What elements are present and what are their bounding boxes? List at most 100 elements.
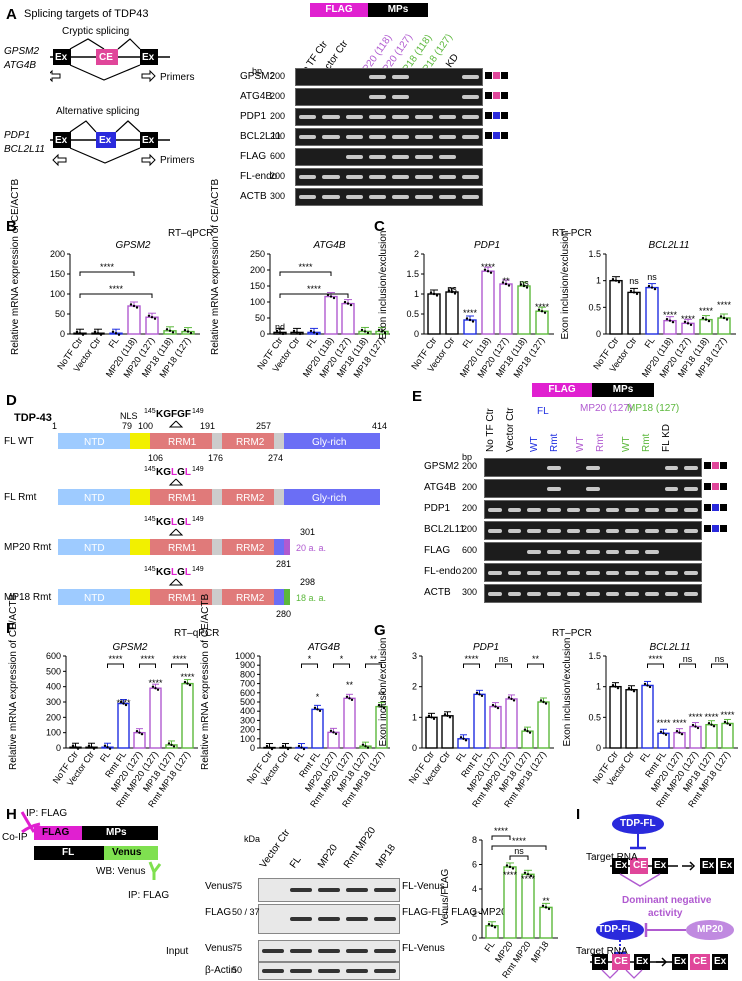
data-point <box>135 729 139 733</box>
domain-text: 414 <box>372 421 387 431</box>
data-point <box>611 683 615 687</box>
exon-structure-icon <box>704 462 727 469</box>
data-point <box>382 706 386 710</box>
bar <box>343 697 356 749</box>
data-point <box>528 731 532 734</box>
e-mps-box: MPs <box>592 383 654 397</box>
data-point <box>429 291 433 294</box>
gel-band <box>368 75 386 79</box>
domain-text: 1 <box>52 421 57 431</box>
domain-block <box>284 489 380 505</box>
data-point <box>704 318 708 321</box>
data-point <box>614 685 617 688</box>
data-point <box>318 709 322 713</box>
data-point <box>302 747 306 751</box>
significance: ** <box>542 896 550 906</box>
y-tick-label: 1 <box>414 289 419 299</box>
gel-band <box>392 75 410 79</box>
gel-band <box>605 591 620 596</box>
gel-band <box>586 486 600 491</box>
data-point <box>683 320 687 324</box>
x-tick-label: FL <box>454 749 468 763</box>
gel-band <box>322 115 340 119</box>
data-point <box>664 733 668 736</box>
data-point <box>360 328 364 332</box>
chart-title: GPSM2 <box>112 642 147 653</box>
gel-size-label: 200 <box>462 503 478 513</box>
bar <box>327 731 340 749</box>
gel-band <box>684 507 698 512</box>
x-tick-label: FL <box>292 749 306 763</box>
gel-band <box>605 528 620 533</box>
data-point <box>380 330 384 333</box>
domain-text: RRM1 <box>168 493 197 504</box>
y-tick-label: 500 <box>46 666 61 676</box>
gel-band <box>415 115 433 119</box>
data-point <box>659 730 663 733</box>
data-point <box>519 283 523 286</box>
gel-row-label: FL-endo <box>424 566 462 577</box>
data-point <box>78 332 82 335</box>
data-point <box>710 723 713 726</box>
alt-primers: Primers <box>160 155 195 166</box>
bar <box>133 731 146 749</box>
significance: **** <box>688 712 703 722</box>
domain-text: RRM2 <box>236 543 265 554</box>
domain-text: RRM2 <box>236 593 265 604</box>
h-coip: Co-IP <box>2 832 28 843</box>
panel-i-label: I <box>576 806 581 823</box>
blot-row-label: Venus <box>205 881 233 892</box>
data-point <box>614 279 618 282</box>
gel-band <box>507 570 522 575</box>
gel-band <box>586 570 600 575</box>
e-group-mp18: MP18 (127) <box>627 403 680 414</box>
data-point <box>183 680 187 684</box>
gel-band <box>507 528 522 533</box>
data-point <box>501 281 505 284</box>
bracket <box>711 663 728 668</box>
gel-size-label: 200 <box>270 131 286 141</box>
gel-row <box>295 108 483 126</box>
e-group-fl: FL <box>537 406 549 417</box>
domain-text: 145 <box>144 516 156 523</box>
y-tick-label: 200 <box>250 265 265 275</box>
h-wb: WB: Venus <box>96 866 146 877</box>
blot-band <box>318 949 340 953</box>
y-tick-label: 0 <box>260 329 265 339</box>
data-point <box>270 747 274 751</box>
gel-band <box>684 528 698 533</box>
bar <box>641 684 654 749</box>
bar <box>499 283 513 335</box>
data-point <box>435 294 439 297</box>
blot-band <box>346 888 368 892</box>
gel-band <box>664 507 679 512</box>
y-tick-label: 100 <box>46 728 61 738</box>
chart-title: PDP1 <box>473 642 499 653</box>
x-tick-label: FL <box>482 939 496 953</box>
gel-band <box>664 528 679 533</box>
chart-title: PDP1 <box>474 240 500 251</box>
bracket <box>107 663 124 668</box>
blot-band <box>262 969 284 973</box>
panel-a-label: A <box>6 6 17 23</box>
significance: ** <box>502 276 510 286</box>
y-tick-label: 400 <box>240 706 255 716</box>
data-point <box>493 926 497 929</box>
bar <box>517 285 531 335</box>
gel-row <box>484 563 702 582</box>
data-point <box>171 331 175 334</box>
gel-size-label: 600 <box>270 151 286 161</box>
gel-band <box>664 465 679 470</box>
data-point <box>103 744 107 747</box>
gel-band <box>625 507 640 512</box>
data-point <box>630 688 633 691</box>
data-point <box>523 871 527 874</box>
domain-text: 149 <box>192 408 204 415</box>
i-ex-2b: Ex <box>636 956 649 967</box>
bracket <box>171 663 188 668</box>
gel-band <box>645 591 659 596</box>
gel-row-label: FLAG <box>424 545 451 556</box>
gel-band <box>566 528 581 533</box>
gel-band <box>605 507 620 512</box>
